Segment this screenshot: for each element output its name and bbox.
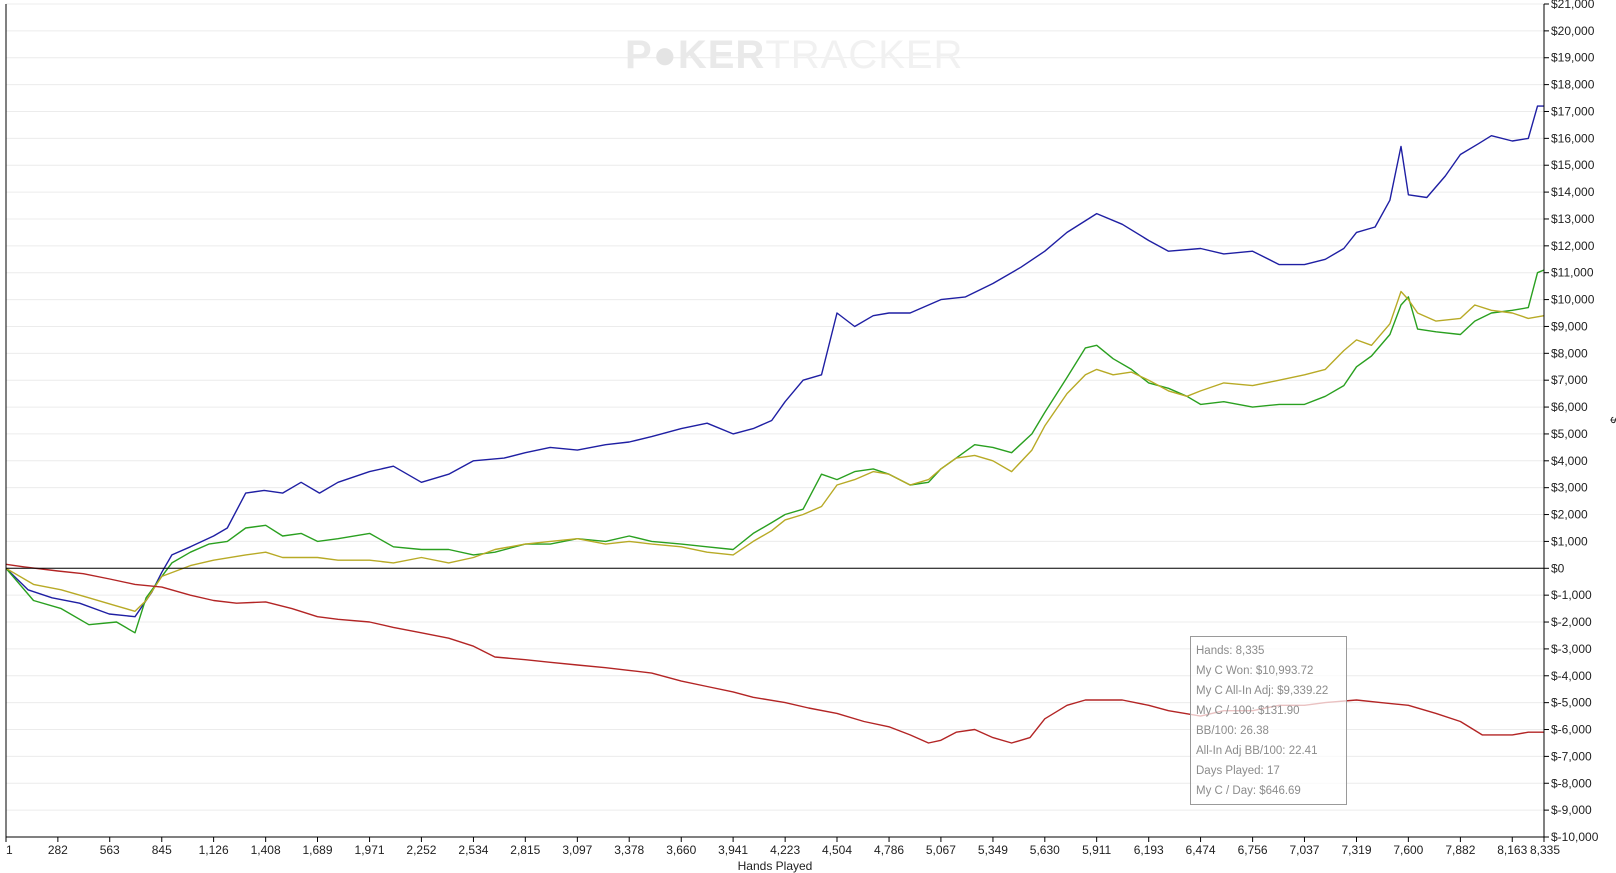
y-tick-label-27: $-6,000 [1551, 723, 1592, 737]
x-tick-label-12: 3,378 [614, 843, 644, 857]
y-tick-label-31: $-10,000 [1551, 830, 1599, 844]
y-tick-label-15: $6,000 [1551, 400, 1588, 414]
series-line-2 [5, 290, 1545, 612]
y-tick-label-17: $4,000 [1551, 454, 1588, 468]
y-tick-label-20: $1,000 [1551, 534, 1588, 548]
y-axis-title: $ [1608, 417, 1616, 424]
y-tick-label-12: $9,000 [1551, 319, 1588, 333]
tooltip-all-in-bb-100: All-In Adj BB/100: 22.41 [1196, 745, 1318, 757]
tooltip-per-day: My C / Day: $646.69 [1196, 785, 1301, 797]
y-tick-label-2: $19,000 [1551, 51, 1595, 65]
y-tick-label-14: $7,000 [1551, 373, 1588, 387]
x-tick-label-26: 7,319 [1341, 843, 1371, 857]
x-tick-label-13: 3,660 [666, 843, 696, 857]
y-tick-label-5: $16,000 [1551, 131, 1595, 145]
x-tick-label-6: 1,689 [302, 843, 332, 857]
stats-tooltip: Hands: 8,335 My C Won: $10,993.72 My C A… [1190, 636, 1347, 805]
x-tick-label-25: 7,037 [1289, 843, 1319, 857]
x-tick-label-29: 8,163 [1497, 843, 1527, 857]
y-tick-label-3: $18,000 [1551, 78, 1595, 92]
tooltip-days-played: Days Played: 17 [1196, 765, 1280, 777]
x-tick-label-4: 1,126 [199, 843, 229, 857]
y-tick-label-7: $14,000 [1551, 185, 1595, 199]
y-tick-label-10: $11,000 [1551, 266, 1594, 280]
x-tick-label-9: 2,534 [458, 843, 488, 857]
y-tick-label-6: $15,000 [1551, 158, 1595, 172]
x-tick-label-17: 4,786 [874, 843, 904, 857]
y-tick-label-0: $21,000 [1551, 0, 1595, 11]
x-tick-label-20: 5,630 [1030, 843, 1060, 857]
x-tick-label-19: 5,349 [978, 843, 1008, 857]
x-tick-label-5: 1,408 [251, 843, 281, 857]
x-tick-label-18: 5,067 [926, 843, 956, 857]
y-tick-label-30: $-9,000 [1551, 803, 1592, 817]
watermark-logo: P●KERTRACKER [625, 33, 963, 77]
y-axis-tick-labels: $21,000 $20,000 $19,000 $18,000 $17,000 $16,0… [1551, 0, 1599, 844]
y-tick-label-13: $8,000 [1551, 346, 1588, 360]
x-tick-label-22: 6,193 [1134, 843, 1164, 857]
tooltip-hands: Hands: 8,335 [1196, 645, 1265, 657]
tooltip-won: My C Won: $10,993.72 [1196, 665, 1314, 677]
watermark-brand-right: TRACKER [765, 33, 963, 77]
x-tick-label-23: 6,474 [1186, 843, 1216, 857]
y-tick-label-19: $2,000 [1551, 508, 1588, 522]
y-tick-label-22: $-1,000 [1551, 588, 1592, 602]
series-line-0 [5, 105, 1544, 618]
y-tick-label-25: $-4,000 [1551, 669, 1592, 683]
x-tick-label-28: 7,882 [1445, 843, 1475, 857]
x-tick-label-10: 2,815 [510, 843, 540, 857]
y-tick-label-29: $-8,000 [1551, 776, 1592, 790]
x-tick-label-24: 6,756 [1238, 843, 1268, 857]
tooltip-bb-100: BB/100: 26.38 [1196, 725, 1269, 737]
x-tick-label-11: 3,097 [562, 843, 592, 857]
y-tick-label-18: $3,000 [1551, 481, 1588, 495]
x-tick-label-7: 1,971 [355, 843, 385, 857]
axes [5, 3, 1549, 842]
y-tick-label-21: $0 [1551, 561, 1565, 575]
x-tick-label-2: 563 [100, 843, 120, 857]
y-tick-label-23: $-2,000 [1551, 615, 1592, 629]
x-tick-label-30: 8,335 [1530, 843, 1560, 857]
y-tick-label-1: $20,000 [1551, 24, 1595, 38]
x-tick-label-27: 7,600 [1393, 843, 1423, 857]
y-tick-label-26: $-5,000 [1551, 696, 1592, 710]
y-tick-label-16: $5,000 [1551, 427, 1588, 441]
y-tick-label-11: $10,000 [1551, 293, 1595, 307]
y-tick-label-4: $17,000 [1551, 104, 1595, 118]
tooltip-all-in-adj: My C All-In Adj: $9,339.22 [1196, 685, 1329, 697]
x-tick-label-1: 282 [48, 843, 68, 857]
y-tick-label-24: $-3,000 [1551, 642, 1592, 656]
x-axis-tick-labels: 1 282 563 845 1,126 1,408 1,689 1,971 2,252 2,534… [6, 843, 1560, 857]
series-layer [5, 105, 1545, 744]
y-tick-label-8: $13,000 [1551, 212, 1595, 226]
watermark-brand-left: P [625, 33, 653, 77]
x-tick-label-3: 845 [152, 843, 172, 857]
x-tick-label-15: 4,223 [770, 843, 800, 857]
x-tick-label-21: 5,911 [1082, 843, 1111, 857]
x-tick-label-8: 2,252 [406, 843, 436, 857]
y-tick-label-28: $-7,000 [1551, 749, 1592, 763]
x-tick-label-0: 1 [6, 843, 13, 857]
x-tick-label-16: 4,504 [822, 843, 852, 857]
y-tick-label-9: $12,000 [1551, 239, 1595, 253]
poker-chip-icon: ● [653, 33, 678, 77]
series-line-1 [5, 269, 1545, 634]
tooltip-per-100: My C / 100: $131.90 [1196, 705, 1300, 717]
x-tick-label-14: 3,941 [718, 843, 748, 857]
x-axis-title: Hands Played [738, 859, 813, 873]
watermark-brand-mid: KER [678, 33, 765, 77]
